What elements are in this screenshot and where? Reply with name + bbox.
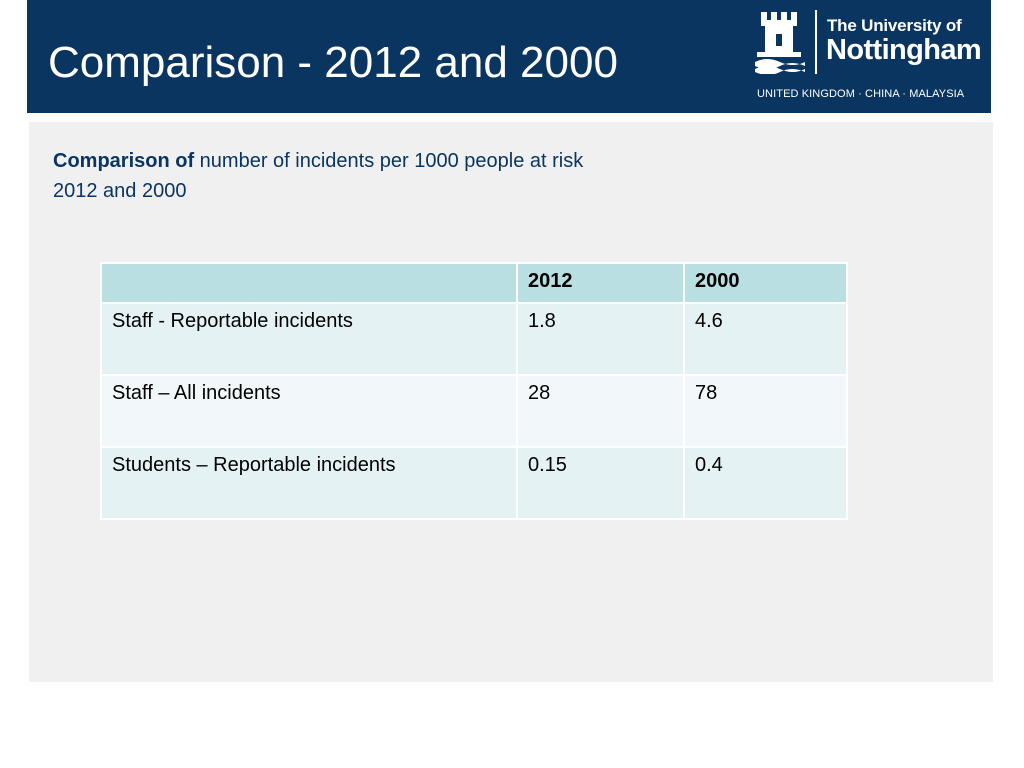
university-logo: The University of Nottingham UNITED KING… [755,8,985,106]
subtitle-lead: Comparison of [53,150,195,172]
subtitle: Comparison of number of incidents per 10… [53,146,583,206]
logo-line1: The University of [827,16,962,35]
row-label: Staff - Reportable incidents [100,302,518,376]
slide-title: Comparison - 2012 and 2000 [48,38,618,87]
content-panel: Comparison of number of incidents per 10… [29,122,993,682]
castle-crest-icon [755,12,805,74]
header-cell-empty [100,262,518,304]
subtitle-rest: number of incidents per 1000 people at r… [194,150,584,172]
header-bar: Comparison - 2012 and 2000 The Universit… [27,0,991,113]
table-row: Staff - Reportable incidents 1.8 4.6 [100,302,848,376]
table-row: Students – Reportable incidents 0.15 0.4 [100,446,848,520]
header-cell-2012: 2012 [516,262,685,304]
value-2012: 0.15 [516,446,685,520]
value-2012: 1.8 [516,302,685,376]
logo-line2: Nottingham [826,34,982,66]
row-label: Students – Reportable incidents [100,446,518,520]
header-cell-2000: 2000 [683,262,848,304]
value-2012: 28 [516,374,685,448]
value-2000: 4.6 [683,302,848,376]
logo-divider [815,10,817,74]
value-2000: 78 [683,374,848,448]
incidents-table: 2012 2000 Staff - Reportable incidents 1… [100,262,848,520]
value-2000: 0.4 [683,446,848,520]
table-header-row: 2012 2000 [100,262,848,304]
subtitle-line2: 2012 and 2000 [53,180,187,202]
logo-tagline: UNITED KINGDOM · CHINA · MALAYSIA [757,88,965,100]
row-label: Staff – All incidents [100,374,518,448]
table-row: Staff – All incidents 28 78 [100,374,848,448]
